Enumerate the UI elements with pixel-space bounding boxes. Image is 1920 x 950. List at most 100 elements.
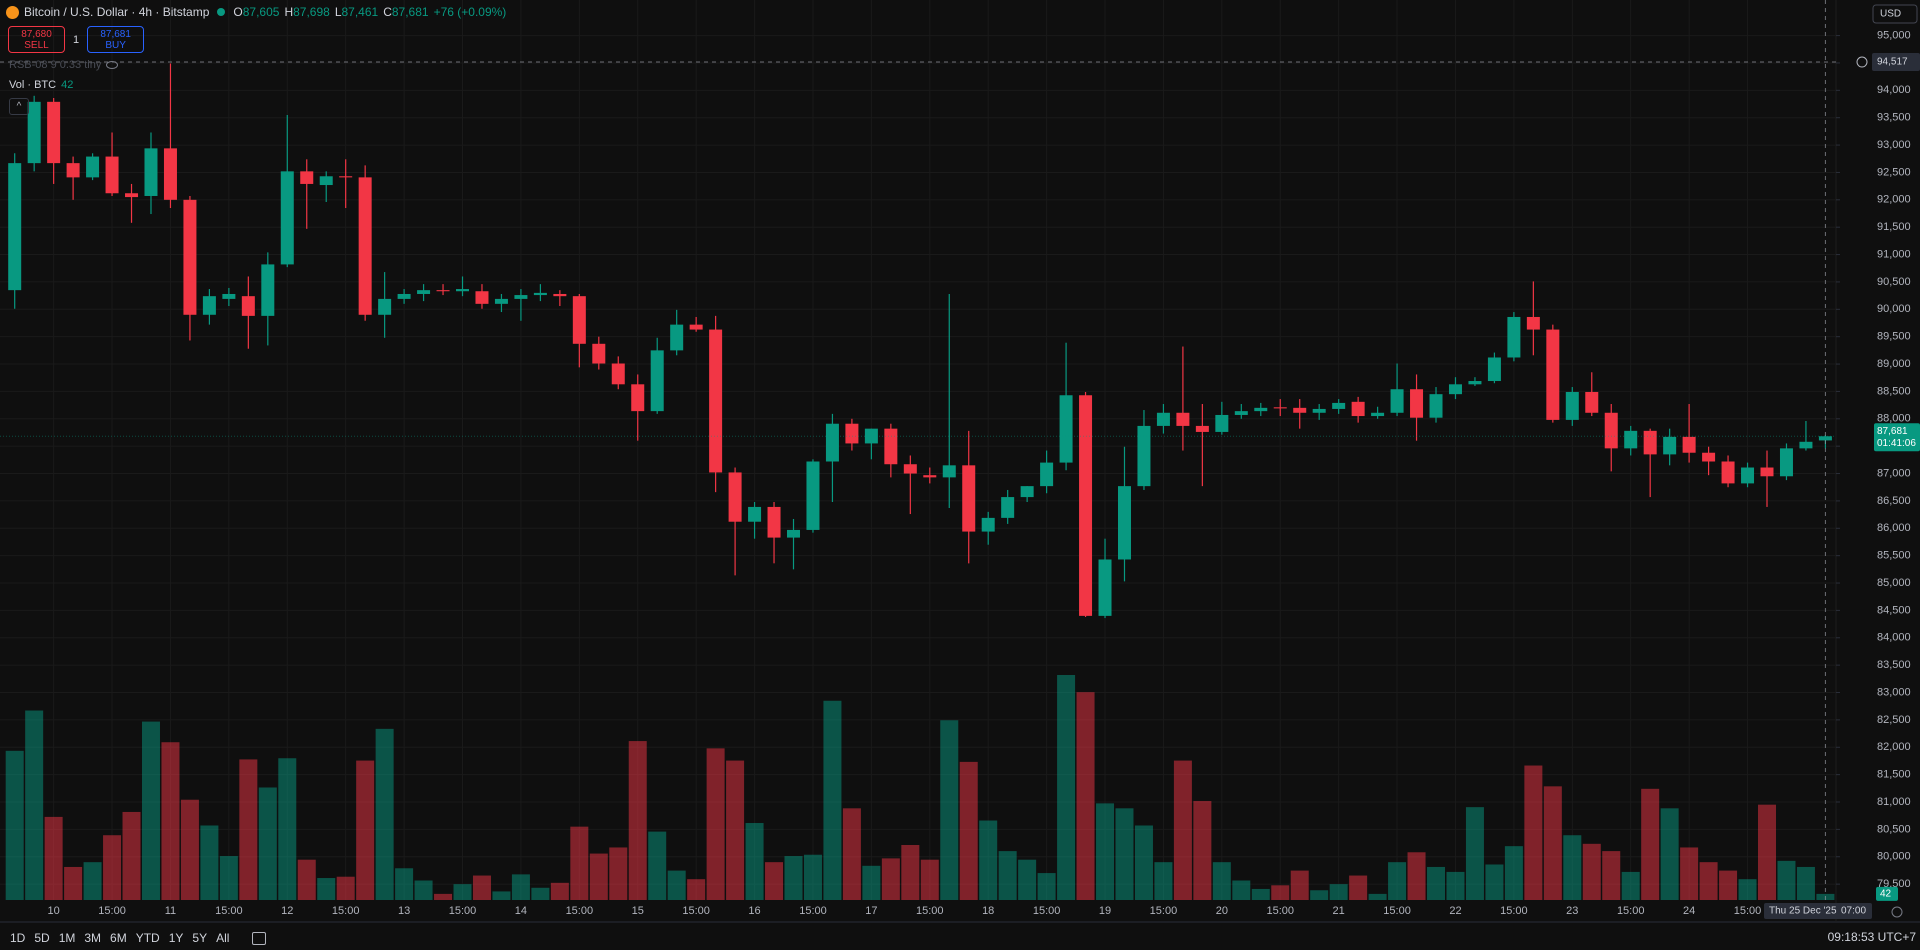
y-tick-label: 88,000	[1877, 413, 1911, 425]
volume-bar	[1057, 675, 1076, 900]
volume-bar	[1641, 788, 1660, 900]
date-range-icon[interactable]	[252, 931, 267, 945]
candle-body	[163, 148, 177, 200]
volume-bar	[1368, 893, 1387, 900]
volume-bar	[765, 862, 784, 900]
range-button[interactable]: 1M	[58, 931, 76, 945]
x-tick-label: 15:00	[449, 905, 477, 917]
volume-bar	[1680, 847, 1699, 900]
buy-button[interactable]: 87,681 BUY	[87, 26, 145, 53]
candle-body	[280, 171, 294, 265]
candle-body	[1312, 408, 1326, 413]
y-tick-label: 91,000	[1877, 248, 1911, 260]
eye-icon[interactable]	[106, 61, 119, 69]
y-tick-label: 93,500	[1877, 112, 1911, 124]
range-button[interactable]: 1Y	[168, 931, 184, 945]
x-tick-label: 20	[1216, 905, 1228, 917]
range-button[interactable]: 3M	[84, 931, 102, 945]
candle-body	[1682, 436, 1696, 453]
range-button[interactable]: 1D	[10, 931, 26, 945]
candle-body	[1195, 425, 1209, 432]
candle-body	[1020, 486, 1034, 498]
volume-bar	[219, 856, 238, 900]
volume-bar	[141, 721, 160, 900]
crosshair-price-box	[1872, 53, 1920, 72]
volume-bar	[1193, 801, 1212, 900]
candle-body	[1663, 436, 1677, 455]
x-tick-label: 13	[398, 905, 410, 917]
ohlc-value: 87,605	[242, 5, 280, 19]
volume-bar	[1504, 846, 1523, 900]
volume-bar	[1349, 875, 1368, 900]
x-tick-label: 15	[632, 905, 644, 917]
candle-body	[748, 506, 762, 522]
volume-bar	[1388, 862, 1407, 900]
candle-body	[378, 298, 392, 315]
y-tick-label: 89,000	[1877, 358, 1911, 370]
volume-bar	[1154, 862, 1173, 900]
candle-body	[787, 529, 800, 538]
settings-icon[interactable]	[1891, 906, 1903, 918]
volume-bar	[1427, 866, 1446, 900]
volume-label-box	[1876, 886, 1898, 901]
collapse-button[interactable]: ^	[9, 98, 29, 115]
volume-bar	[1271, 885, 1290, 900]
candle-body	[1643, 430, 1657, 455]
y-tick-label: 81,000	[1877, 796, 1911, 808]
candle-body	[222, 293, 236, 299]
volume-title[interactable]: Vol · BTC	[9, 79, 57, 91]
candle-body	[1156, 412, 1170, 426]
volume-bar	[336, 876, 355, 900]
volume-bar	[1329, 884, 1348, 900]
volume-bar	[161, 742, 180, 900]
candle-body	[475, 291, 489, 304]
volume-bar	[64, 866, 83, 900]
y-tick-label: 86,500	[1877, 495, 1911, 507]
volume-bar	[1485, 864, 1504, 900]
candle-body	[1604, 412, 1618, 449]
x-tick-label: 15:00	[332, 905, 360, 917]
candle-body	[1448, 384, 1462, 395]
x-tick-label: 18	[982, 905, 994, 917]
candle-body	[66, 163, 80, 178]
sell-label: SELL	[24, 39, 49, 51]
volume-bar	[881, 858, 900, 900]
candle-body	[572, 296, 586, 344]
range-button[interactable]: 6M	[110, 931, 127, 945]
volume-row: Vol · BTC 42	[9, 79, 73, 91]
volume-bar	[1076, 692, 1095, 900]
volume-bar	[1524, 765, 1543, 900]
y-tick-label: 85,500	[1877, 550, 1911, 562]
volume-bar	[5, 750, 24, 900]
x-tick-label: 15:00	[215, 905, 243, 917]
grid	[0, 0, 1836, 900]
y-tick-label: 83,000	[1877, 686, 1911, 698]
indicator[interactable]: RSB-08 9 0.33 tiny	[9, 59, 102, 71]
volume-bar	[784, 856, 803, 900]
volume-bar	[1758, 804, 1776, 900]
countdown: 01:41:06	[1877, 438, 1916, 449]
range-button[interactable]: YTD	[135, 931, 160, 945]
volume-bar	[745, 823, 764, 900]
volume-bar	[803, 854, 822, 900]
candle-body	[884, 428, 898, 465]
sell-button[interactable]: 87,680 SELL	[8, 26, 65, 53]
range-button[interactable]: 5D	[34, 931, 50, 945]
volume-bar	[901, 844, 920, 900]
currency[interactable]: USD	[1880, 9, 1901, 20]
range-button[interactable]: All	[216, 931, 230, 945]
ohlc-value: 87,681	[391, 5, 429, 19]
volume-bar	[628, 741, 647, 900]
candle-body	[1176, 412, 1190, 426]
volume-bar	[375, 728, 394, 900]
volume-bar	[589, 853, 608, 900]
range-button[interactable]: 5Y	[192, 931, 208, 945]
volume-bar	[706, 748, 725, 900]
x-tick-label: 15:00	[1150, 905, 1178, 917]
candle-body	[319, 176, 333, 186]
candle-body	[1059, 395, 1073, 463]
symbol[interactable]: Bitcoin / U.S. Dollar · 4h · Bitstamp	[24, 5, 210, 19]
candle-body	[1332, 402, 1346, 409]
volume-bar	[1465, 807, 1484, 900]
currency-button[interactable]	[1872, 4, 1918, 24]
